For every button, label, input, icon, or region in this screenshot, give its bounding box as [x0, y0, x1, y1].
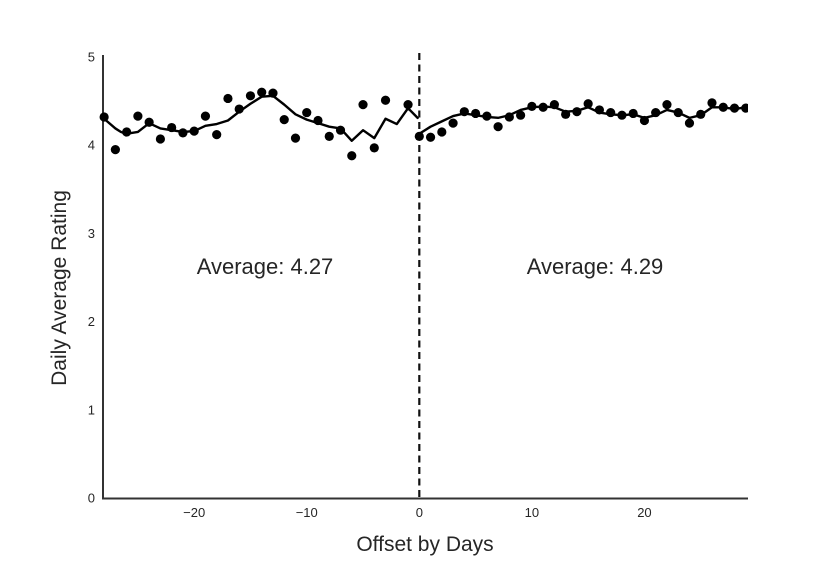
- y-tick-label: 0: [88, 491, 95, 506]
- data-point-pre-event-daily-ratings: [133, 111, 143, 121]
- data-point-pre-event-daily-ratings: [257, 87, 267, 97]
- data-point-post-event-daily-ratings: [516, 110, 526, 120]
- y-tick-label: 1: [88, 402, 95, 417]
- y-tick-label: 5: [88, 50, 95, 65]
- x-tick-label: −10: [296, 505, 318, 520]
- data-point-pre-event-daily-ratings: [358, 100, 368, 110]
- trend-line-pre-event-smoothed-trend: [102, 94, 419, 142]
- data-point-pre-event-daily-ratings: [302, 107, 312, 118]
- data-point-pre-event-daily-ratings: [380, 95, 391, 105]
- y-tick-label: 3: [88, 226, 95, 241]
- data-point-post-event-daily-ratings: [437, 127, 447, 137]
- data-point-post-event-daily-ratings: [606, 107, 616, 118]
- data-point-post-event-daily-ratings: [707, 98, 717, 108]
- data-point-pre-event-daily-ratings: [212, 130, 222, 140]
- data-point-pre-event-daily-ratings: [245, 91, 256, 101]
- x-tick-label: 0: [416, 505, 423, 520]
- y-tick-label: 4: [88, 138, 95, 153]
- data-point-pre-event-daily-ratings: [324, 131, 334, 141]
- trend-line-post-event-smoothed-trend: [418, 105, 747, 135]
- y-axis-title: Daily Average Rating: [48, 190, 71, 386]
- data-point-pre-event-daily-ratings: [369, 143, 379, 153]
- x-tick-label: 10: [525, 505, 539, 520]
- tick-labels-layer: −20 −10 0 10 20 0 1 2 3 4 5: [88, 50, 652, 521]
- x-tick-label: 20: [637, 505, 651, 520]
- data-point-pre-event-daily-ratings: [200, 111, 211, 121]
- data-point-post-event-daily-ratings: [493, 122, 503, 132]
- data-point-pre-event-daily-ratings: [279, 115, 289, 125]
- x-axis-title: Offset by Days: [356, 533, 493, 556]
- y-tick-label: 2: [88, 314, 95, 329]
- data-point-pre-event-daily-ratings: [155, 134, 166, 144]
- data-point-post-event-daily-ratings: [448, 118, 458, 128]
- data-point-post-event-daily-ratings: [662, 100, 672, 110]
- pre-average-annotation: Average: 4.27: [197, 254, 334, 279]
- data-point-pre-event-daily-ratings: [347, 151, 357, 161]
- data-point-post-event-daily-ratings: [684, 118, 695, 128]
- axes-layer: [102, 53, 748, 500]
- data-point-pre-event-daily-ratings: [290, 133, 301, 143]
- data-point-post-event-daily-ratings: [583, 99, 593, 109]
- data-point-pre-event-daily-ratings: [223, 93, 233, 104]
- data-point-pre-event-daily-ratings: [403, 100, 413, 110]
- data-point-post-event-daily-ratings: [425, 132, 436, 142]
- post-average-annotation: Average: 4.29: [527, 254, 664, 279]
- data-point-post-event-daily-ratings: [414, 131, 424, 141]
- data-layer: [99, 87, 748, 161]
- data-point-pre-event-daily-ratings: [110, 145, 120, 155]
- x-tick-label: −20: [183, 505, 205, 520]
